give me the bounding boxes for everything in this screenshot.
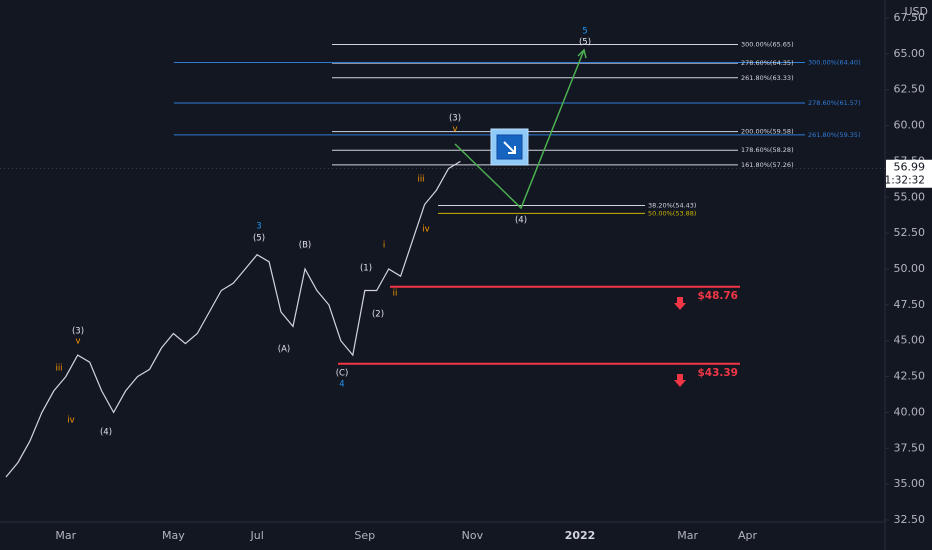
y-tick-label: 45.00 bbox=[894, 334, 926, 347]
fib-level-label: 300.00%(65.65) bbox=[741, 41, 794, 49]
wave-label: (A) bbox=[278, 345, 290, 355]
wave-label: iv bbox=[67, 416, 74, 426]
price-line bbox=[5, 160, 461, 478]
wave-label: (4) bbox=[515, 216, 527, 226]
wave-label: 5 bbox=[582, 27, 587, 37]
projection bbox=[454, 48, 587, 210]
wave-label: iv bbox=[422, 225, 429, 235]
wave-label: iii bbox=[417, 175, 424, 185]
wave-label: (1) bbox=[360, 264, 372, 274]
x-tick-label: Mar bbox=[677, 529, 698, 542]
wave-label: 3 bbox=[256, 222, 261, 232]
x-tick-label: Mar bbox=[55, 529, 76, 542]
support-label: $48.76 bbox=[697, 290, 738, 302]
y-tick-label: 65.00 bbox=[894, 47, 926, 60]
icon-arrow bbox=[503, 141, 515, 153]
projection-arrowhead bbox=[577, 48, 587, 59]
x-tick-label: Nov bbox=[462, 529, 484, 542]
wave-label: (5) bbox=[253, 234, 265, 244]
x-tick-label: May bbox=[162, 529, 185, 542]
fib-level-label: 178.60%(58.28) bbox=[741, 146, 794, 154]
wave-label: v bbox=[75, 337, 80, 347]
wave-label: ii bbox=[393, 289, 398, 299]
y-tick-label: 52.50 bbox=[894, 226, 926, 239]
x-tick-label: Apr bbox=[738, 529, 758, 542]
fib-level-label: 261.80%(59.35) bbox=[808, 131, 861, 139]
fib-level-label: 50.00%(53.88) bbox=[648, 209, 696, 217]
y-tick-label: 47.50 bbox=[894, 298, 926, 311]
y-tick-label: 55.00 bbox=[894, 190, 926, 203]
fib-level-label: 200.00%(59.58) bbox=[741, 128, 794, 136]
x-tick-label: Jul bbox=[249, 529, 263, 542]
signal-icon bbox=[490, 128, 529, 166]
y-tick-label: 60.00 bbox=[894, 119, 926, 132]
x-tick-label: 2022 bbox=[565, 529, 596, 542]
support-label: $43.39 bbox=[697, 367, 738, 379]
wave-label: (C) bbox=[336, 369, 349, 379]
fib-level-label: 38.20%(54.43) bbox=[648, 201, 696, 209]
fib-level-label: 161.80%(57.26) bbox=[741, 161, 794, 169]
y-tick-label: 50.00 bbox=[894, 262, 926, 275]
y-tick-label: 40.00 bbox=[894, 405, 926, 418]
y-tick-label: 67.50 bbox=[894, 11, 926, 24]
last-price-box bbox=[886, 159, 932, 188]
wave-label: (3) bbox=[449, 114, 461, 124]
y-tick-label: 62.50 bbox=[894, 83, 926, 96]
wave-label: (5) bbox=[579, 38, 591, 48]
y-tick-label: 32.50 bbox=[894, 513, 926, 526]
x-tick-label: Sep bbox=[354, 529, 375, 542]
wave-label: (2) bbox=[372, 310, 384, 320]
wave-label: i bbox=[383, 241, 385, 251]
projection-path bbox=[454, 49, 585, 210]
y-tick-label: 35.00 bbox=[894, 477, 926, 490]
down-arrow bbox=[674, 374, 686, 387]
fib-level-label: 278.60%(64.35) bbox=[741, 59, 794, 67]
wave-label: iii bbox=[55, 364, 62, 374]
wave-label: (4) bbox=[100, 428, 112, 438]
currency-label: USD bbox=[904, 5, 928, 18]
icon-arrow bbox=[508, 146, 516, 154]
wave-label: (3) bbox=[72, 327, 84, 337]
down-arrow bbox=[674, 297, 686, 310]
y-tick-label: 42.50 bbox=[894, 370, 926, 383]
fib-level-label: 278.60%(61.57) bbox=[808, 99, 861, 107]
wave-label: 4 bbox=[339, 380, 344, 390]
countdown-label: 01:32:32 bbox=[878, 175, 925, 187]
fib-level-label: 261.80%(63.33) bbox=[741, 74, 794, 82]
last-price-label: 56.99 bbox=[894, 161, 926, 174]
y-tick-label: 37.50 bbox=[894, 441, 926, 454]
fib-level-label: 300.00%(64.40) bbox=[808, 58, 861, 66]
wave-label: (B) bbox=[299, 241, 311, 251]
down-arrows bbox=[674, 297, 686, 387]
wave-label: v bbox=[452, 125, 457, 135]
